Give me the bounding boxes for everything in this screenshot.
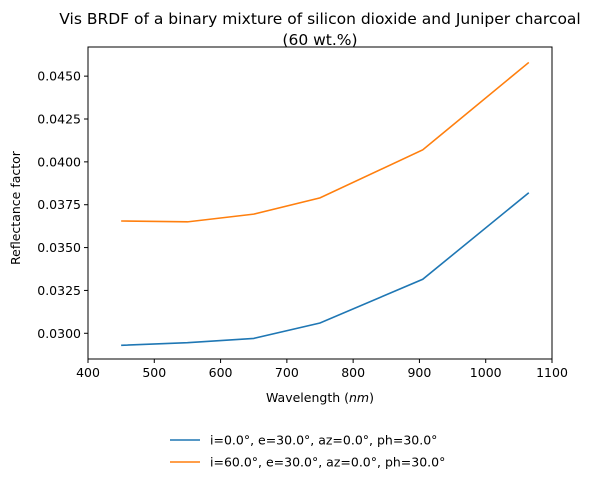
plot-frame [87,46,553,360]
x-tick-label: 600 [209,365,233,380]
x-tick-label: 1000 [470,365,502,380]
series-layer [121,61,530,347]
series-line-1 [121,192,530,347]
y-tick-label: 0.0300 [37,326,81,341]
x-tick-label: 800 [341,365,365,380]
y-tick-label: 0.0400 [37,154,81,169]
chart-title-line1: Vis BRDF of a binary mixture of silicon … [59,10,580,28]
y-axis-label: Reflectance factor [8,150,23,265]
x-axis-label: Wavelength (nm) [266,390,374,405]
legend-label-2: i=60.0°, e=30.0°, az=0.0°, ph=30.0° [210,455,445,470]
y-tick-label: 0.0350 [37,240,81,255]
y-tick-label: 0.0450 [37,69,81,84]
y-tick-label: 0.0375 [37,197,81,212]
y-tick-label: 0.0325 [37,283,81,298]
legend: i=0.0°, e=30.0°, az=0.0°, ph=30.0° i=60.0… [170,433,445,470]
legend-label-1: i=0.0°, e=30.0°, az=0.0°, ph=30.0° [210,433,437,448]
x-tick-label: 500 [142,365,166,380]
y-tick-label: 0.0425 [37,112,81,127]
x-tick-label: 400 [76,365,100,380]
x-tick-label: 700 [275,365,299,380]
x-tick-label: 1100 [536,365,568,380]
chart-title-line2: (60 wt.%) [282,31,357,49]
series-line-2 [121,61,530,223]
x-tick-label: 900 [407,365,431,380]
x-axis: 400 500 600 700 800 900 1000 1100 [76,359,568,380]
y-axis: 0.0300 0.0325 0.0350 0.0375 0.0400 0.0425 0.04… [37,69,88,341]
